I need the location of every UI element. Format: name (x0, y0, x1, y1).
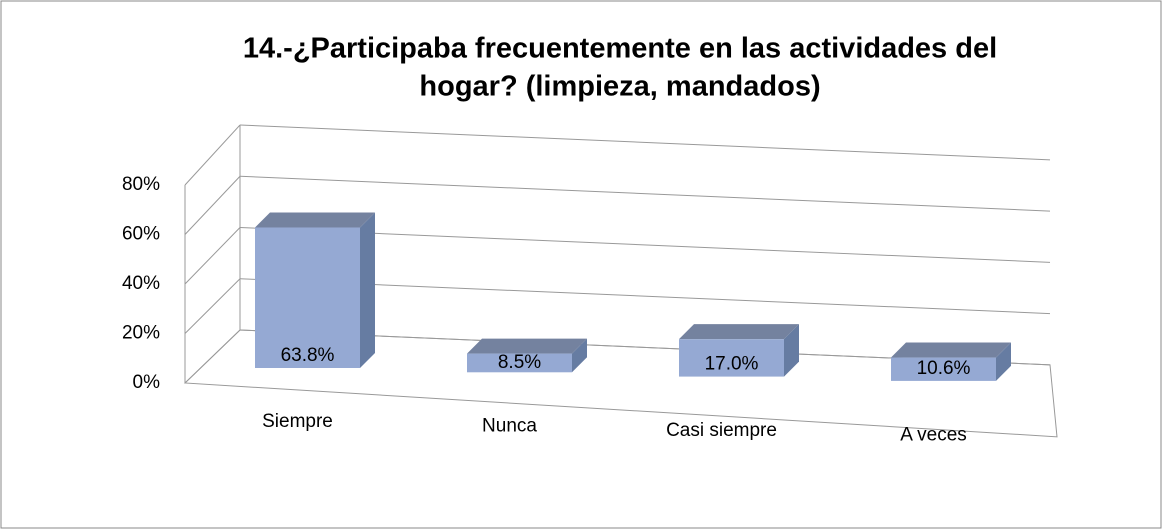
bar-side (360, 212, 375, 368)
bar (255, 227, 360, 368)
grid-line (184, 278, 241, 334)
y-tick-label: 40% (122, 273, 160, 294)
chart-title: 14.-¿Participaba frecuentemente en las a… (243, 33, 997, 65)
bar-top (255, 212, 375, 228)
y-tick-label: 80% (122, 174, 160, 195)
bar (679, 339, 784, 377)
grid-line (184, 124, 241, 186)
bar-top (891, 342, 1011, 358)
chart-title: hogar? (limpieza, mandados) (419, 71, 820, 103)
grid-line (239, 175, 1051, 212)
grid-line (184, 175, 241, 235)
y-tick-label: 0% (133, 372, 161, 393)
data-label: 10.6% (917, 358, 971, 379)
x-tick-label: A veces (900, 425, 967, 446)
x-tick-label: Siempre (262, 411, 333, 432)
data-label: 8.5% (498, 352, 541, 373)
bar (891, 357, 996, 381)
bar-top (679, 324, 799, 340)
x-tick-label: Casi siempre (666, 420, 777, 441)
grid-line (184, 329, 241, 384)
bar (467, 353, 572, 373)
grid-line (184, 227, 241, 285)
data-label: 17.0% (705, 354, 759, 375)
grid-line (239, 124, 1051, 161)
y-tick-label: 60% (122, 224, 160, 245)
y-tick-label: 20% (122, 323, 160, 344)
bar-side (996, 342, 1011, 381)
data-label: 63.8% (281, 345, 335, 366)
bar-side (572, 338, 587, 373)
bar-side (784, 324, 799, 377)
x-tick-label: Nunca (482, 416, 537, 437)
bar-top (467, 338, 587, 354)
